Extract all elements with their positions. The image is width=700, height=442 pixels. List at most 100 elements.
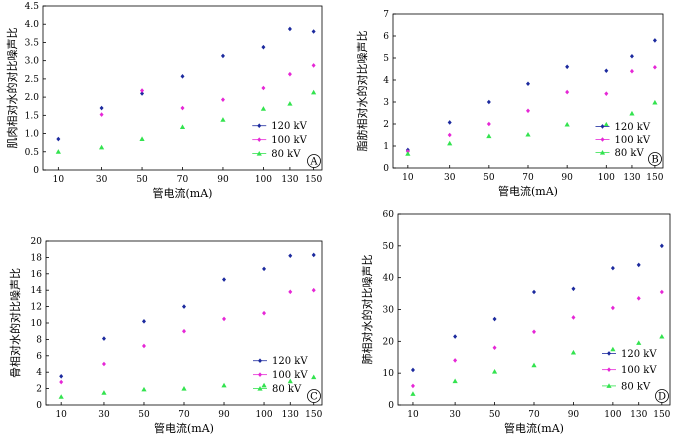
data-point [652,99,658,105]
y-tick-label: 12 [31,303,42,313]
legend: 120 kV 100 kV 80 kV [595,122,651,159]
legend-label: 100 kV [271,135,307,146]
x-tick-label: 100 [604,410,621,420]
data-point [531,362,537,368]
y-axis-title: 肌肉相对水的对比噪声比 [5,28,19,149]
panel-d: 0 10 20 30 40 50 60 10 30 50 70 90 100 130 150 管电流(mA) 肺… [360,210,671,435]
data-point [565,64,570,70]
data-point [220,117,226,122]
data-point [452,378,458,384]
data-point [180,105,185,111]
x-tick-label: 150 [653,410,670,420]
data-point [222,316,227,322]
y-tick-label: 0 [36,401,42,411]
y-tick-label: 6 [383,32,389,42]
data-point [220,97,225,102]
data-point [139,136,145,142]
legend-label: 80 kV [272,384,302,395]
data-point [447,132,452,138]
data-point [492,345,497,350]
data-point [636,340,642,345]
y-tick-label: 10 [383,369,395,379]
x-tick-label: 130 [623,173,640,183]
y-tick-label: 5 [383,54,389,64]
legend-marker [600,137,605,142]
series-100kv [99,63,316,117]
series-120kv [56,26,316,142]
panel-tag-label: D [658,392,666,403]
panel-tag-label: C [310,392,318,403]
legend-marker [257,123,262,129]
y-tick-label: 0 [33,166,39,176]
x-tick-label: 30 [96,175,108,185]
x-axis-title: 管电流(mA) [498,184,558,198]
data-point [571,286,576,292]
series-100kv [410,289,664,389]
series-80kv [55,89,317,154]
data-point [311,252,316,258]
data-point [492,316,497,322]
legend-label: 100 kV [621,365,657,376]
x-tick-label: 10 [55,410,67,420]
y-tick-label: 0 [383,164,389,174]
data-point [659,243,664,249]
panel-tag-label: B [651,155,658,166]
data-point [141,319,146,324]
data-point [526,81,530,87]
y-tick-label: 4 [383,76,389,86]
legend-label: 80 kV [271,149,301,160]
data-point [564,121,570,127]
x-axis-title: 管电流(mA) [504,421,564,435]
legend: 120 kV 100 kV 80 kV [602,349,657,392]
data-point [405,151,411,156]
legend-marker [258,372,262,377]
data-point [221,382,227,388]
data-point [262,266,267,272]
data-point [570,349,577,355]
series-80kv [405,99,658,156]
data-point [101,361,106,367]
y-tick-label: 40 [383,274,395,284]
plot-frame [397,213,671,406]
x-tick-label: 90 [568,410,580,420]
data-point [629,68,634,74]
x-tick-label: 50 [489,410,501,420]
x-tick-label: 10 [402,173,414,183]
series-80kv [58,374,317,399]
data-point [526,108,530,114]
x-tick-label: 30 [449,410,461,420]
data-point [59,379,64,385]
data-point [262,310,267,316]
data-point [659,333,665,339]
x-axis-title: 管电流(mA) [153,186,213,200]
data-point [56,136,61,142]
y-tick-label: 14 [31,286,43,296]
data-point [532,329,536,335]
x-tick-label: 50 [483,173,495,183]
y-tick-label: 0.5 [25,148,40,158]
y-tick-label: 10 [31,319,43,329]
legend-marker [606,383,612,388]
data-point [180,74,185,79]
data-point [141,343,146,349]
y-axis-title: 肺相对水的对比噪声比 [360,255,374,365]
y-tick-label: 2.0 [25,93,40,103]
data-point [610,305,615,311]
y-tick-label: 0 [388,401,394,411]
data-point [652,38,657,43]
y-tick-label: 4.5 [25,2,40,12]
panel-b: 0 1 2 3 4 5 6 7 10 30 50 70 90 100 130 150 管电流(mA) 脂肪相对水的… [355,10,664,198]
series-120kv [59,252,316,379]
data-point [99,112,104,117]
y-tick-label: 50 [383,242,395,252]
series-120kv [410,243,664,373]
series-80kv [410,333,665,396]
data-point [182,304,186,309]
panel-a: 0 0.5 1.0 1.5 2.0 2.5 3.0 3.5 4.0 4.5 10 30 50 70 90 10… [5,2,322,200]
x-tick-label: 70 [528,410,540,420]
data-point [410,383,415,389]
data-point [652,64,657,70]
data-point [220,53,225,59]
y-tick-label: 18 [31,253,43,263]
